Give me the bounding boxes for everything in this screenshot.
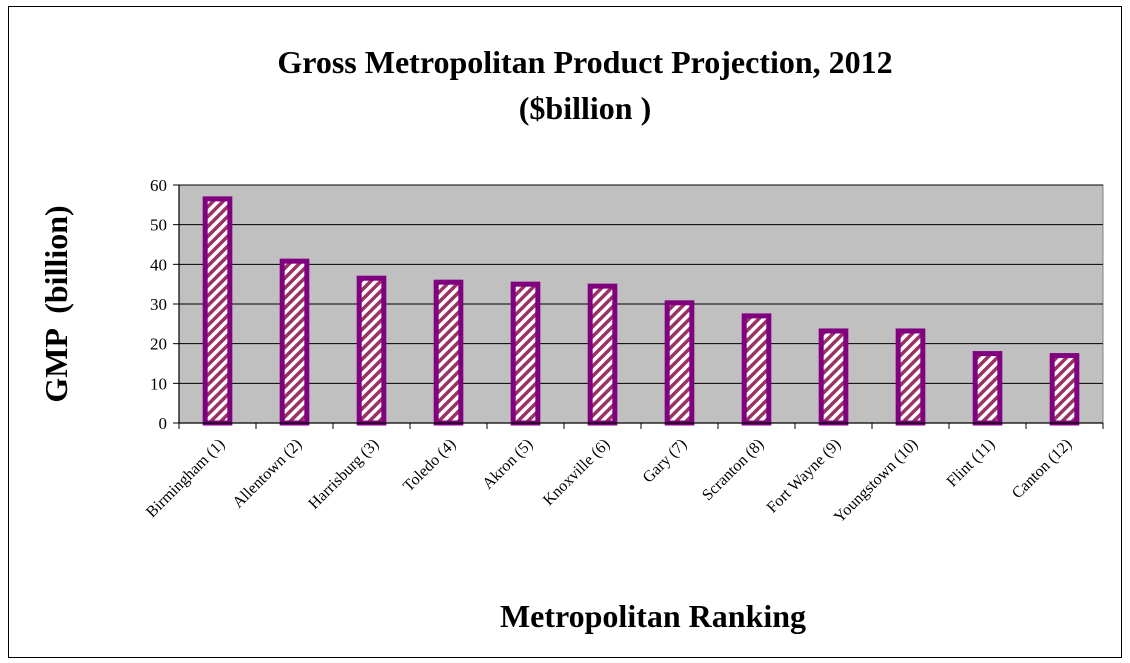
x-tick-label: Canton (12)	[1009, 436, 1075, 502]
x-tick-label: Harrisburg (3)	[305, 436, 382, 513]
x-axis-title: Metropolitan Ranking	[500, 598, 806, 634]
x-tick-label: Fort Wayne (9)	[764, 436, 845, 517]
x-tick-label: Knoxville (6)	[540, 436, 613, 509]
y-tick-label: 40	[150, 255, 167, 274]
y-tick-label: 0	[159, 414, 168, 433]
bar	[972, 351, 1003, 426]
bars	[202, 196, 1080, 426]
x-tick-label: Flint (11)	[944, 436, 999, 491]
y-tick-label: 10	[150, 374, 167, 393]
grid-lines	[179, 184, 1103, 384]
x-tick-label: Allentown (2)	[230, 436, 306, 512]
chart-title: Gross Metropolitan Product Projection, 2…	[277, 44, 892, 80]
bar	[1049, 353, 1080, 426]
y-tick-label: 20	[150, 335, 167, 354]
x-tick-label: Scranton (8)	[699, 436, 767, 504]
x-tick-label: Gary (7)	[640, 436, 691, 487]
bar	[202, 196, 233, 426]
x-axis: Birmingham (1) Allentown (2) Harrisburg (3…	[143, 422, 1104, 526]
bar	[587, 283, 618, 426]
y-tick-label: 60	[150, 176, 167, 195]
y-tick-label: 30	[150, 295, 167, 314]
x-tick-label: Toledo (4)	[400, 436, 459, 495]
bar	[510, 281, 541, 426]
x-tick-label: Birmingham (1)	[143, 436, 228, 521]
chart-frame: Gross Metropolitan Product Projection, 2…	[8, 6, 1122, 658]
bar	[818, 328, 849, 426]
bar	[664, 300, 695, 426]
bar	[895, 328, 926, 426]
bar	[741, 313, 772, 426]
y-tick-label: 50	[150, 216, 167, 235]
bar	[433, 279, 464, 426]
bar	[279, 258, 310, 426]
y-axis: 0 10 20 30 40 50 60	[150, 176, 180, 433]
y-axis-title: GMP (billion)	[38, 205, 74, 402]
gmp-bar-chart: Gross Metropolitan Product Projection, 2…	[38, 44, 1104, 634]
bar	[356, 275, 387, 426]
x-tick-label: Akron (5)	[479, 436, 536, 493]
chart-subtitle: ($billion )	[519, 90, 651, 126]
x-tick-label: Youngstown (10)	[831, 436, 921, 526]
